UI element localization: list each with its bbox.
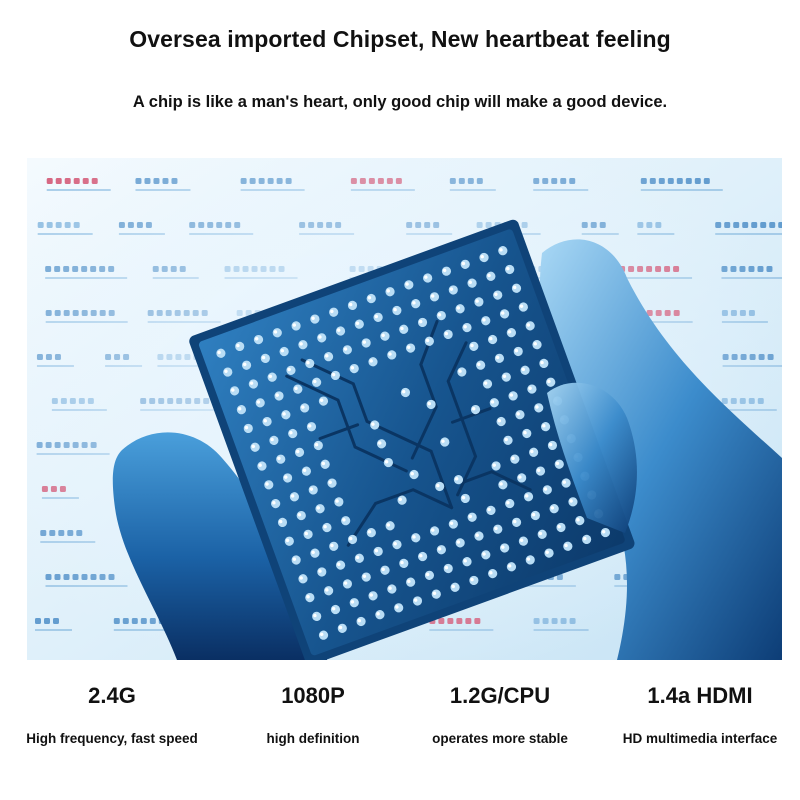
feature-value: 2.4G — [88, 683, 136, 708]
feature-value: 1080P — [281, 683, 345, 708]
feature-resolution: 1080P high definition — [213, 683, 413, 746]
feature-value: 1.4a HDMI — [647, 683, 753, 708]
feature-value: 1.2G/CPU — [449, 683, 551, 708]
subline: A chip is like a man's heart, only good … — [132, 93, 668, 111]
feature-description: operates more stable — [432, 731, 568, 746]
feature-frequency: 2.4G High frequency, fast speed — [12, 683, 212, 746]
feature-description: HD multimedia interface — [622, 731, 778, 746]
feature-description: high definition — [266, 731, 360, 746]
feature-description: High frequency, fast speed — [26, 731, 198, 746]
feature-cpu: 1.2G/CPU operates more stable — [400, 683, 600, 746]
chip-in-hand-icon — [27, 158, 782, 660]
headline: Oversea imported Chipset, New heartbeat … — [129, 26, 671, 52]
feature-hdmi: 1.4a HDMI HD multimedia interface — [600, 683, 800, 746]
chip-photo — [27, 158, 782, 660]
